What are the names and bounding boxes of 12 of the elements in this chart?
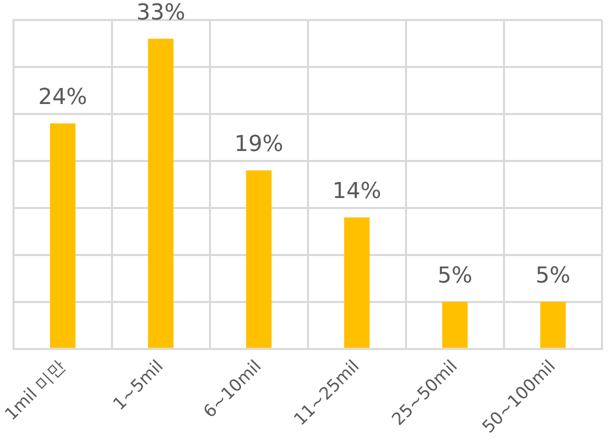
bar	[148, 38, 174, 348]
data-label: 5%	[437, 264, 472, 289]
data-label: 33%	[136, 0, 186, 26]
data-label: 5%	[536, 264, 570, 289]
bar	[344, 217, 370, 348]
data-label: 19%	[234, 132, 284, 158]
bar	[50, 123, 76, 348]
bar	[540, 302, 566, 348]
bar	[246, 170, 272, 348]
data-label: 14%	[332, 179, 382, 204]
data-label: 24%	[38, 85, 88, 110]
bar	[442, 302, 468, 348]
